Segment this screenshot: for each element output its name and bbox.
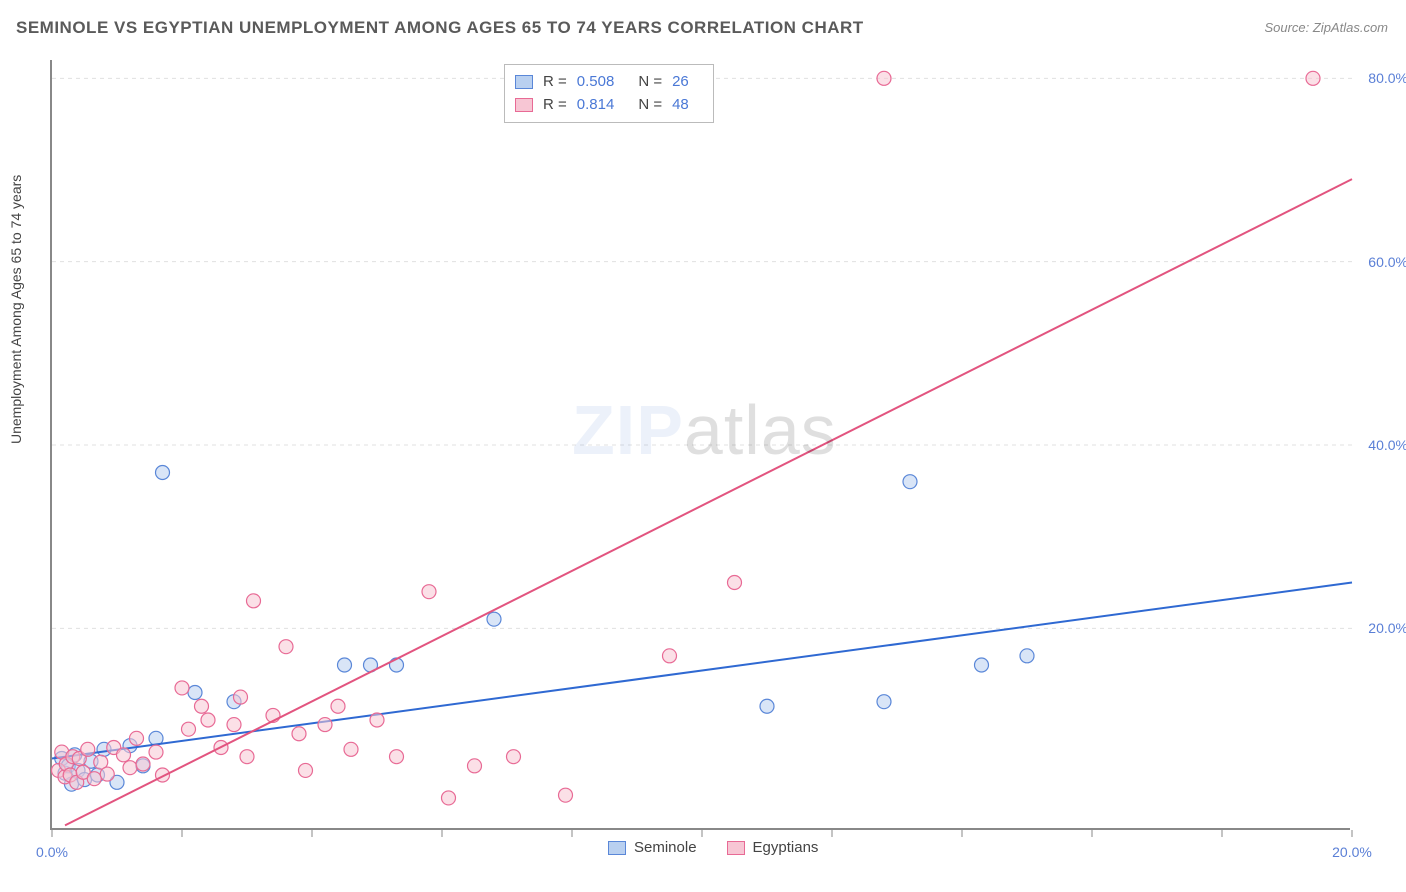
y-tick-label: 80.0% bbox=[1368, 70, 1406, 86]
chart-container: SEMINOLE VS EGYPTIAN UNEMPLOYMENT AMONG … bbox=[0, 0, 1406, 892]
data-point bbox=[117, 748, 131, 762]
r-value: 0.814 bbox=[577, 94, 615, 117]
data-point bbox=[728, 576, 742, 590]
r-value: 0.508 bbox=[577, 71, 615, 94]
y-tick-label: 60.0% bbox=[1368, 254, 1406, 270]
trend-line bbox=[65, 179, 1352, 825]
data-point bbox=[299, 763, 313, 777]
data-point bbox=[247, 594, 261, 608]
stats-row: R = 0.814 N = 48 bbox=[515, 94, 703, 117]
data-point bbox=[877, 695, 891, 709]
data-point bbox=[468, 759, 482, 773]
legend-swatch bbox=[515, 98, 533, 112]
y-axis-label: Unemployment Among Ages 65 to 74 years bbox=[8, 175, 24, 444]
data-point bbox=[182, 722, 196, 736]
n-label: N = bbox=[638, 94, 662, 117]
x-tick-label: 0.0% bbox=[36, 844, 68, 860]
chart-title: SEMINOLE VS EGYPTIAN UNEMPLOYMENT AMONG … bbox=[16, 18, 864, 38]
data-point bbox=[442, 791, 456, 805]
data-point bbox=[100, 767, 114, 781]
plot-area: Unemployment Among Ages 65 to 74 years Z… bbox=[50, 60, 1350, 830]
legend-label: Seminole bbox=[634, 839, 697, 856]
data-point bbox=[130, 731, 144, 745]
y-tick-label: 20.0% bbox=[1368, 620, 1406, 636]
legend-item: Seminole bbox=[608, 839, 697, 856]
data-point bbox=[227, 718, 241, 732]
y-tick-label: 40.0% bbox=[1368, 437, 1406, 453]
data-point bbox=[390, 750, 404, 764]
r-label: R = bbox=[543, 94, 567, 117]
stats-legend-box: R = 0.508 N = 26 R = 0.814 N = 48 bbox=[504, 64, 714, 123]
data-point bbox=[201, 713, 215, 727]
data-point bbox=[760, 699, 774, 713]
r-label: R = bbox=[543, 71, 567, 94]
data-point bbox=[487, 612, 501, 626]
legend-swatch bbox=[608, 841, 626, 855]
legend-swatch bbox=[515, 75, 533, 89]
data-point bbox=[136, 757, 150, 771]
data-point bbox=[422, 585, 436, 599]
data-point bbox=[344, 742, 358, 756]
data-point bbox=[1020, 649, 1034, 663]
data-point bbox=[1306, 71, 1320, 85]
data-point bbox=[123, 761, 137, 775]
data-point bbox=[331, 699, 345, 713]
trend-line bbox=[52, 583, 1352, 759]
data-point bbox=[370, 713, 384, 727]
stats-row: R = 0.508 N = 26 bbox=[515, 71, 703, 94]
data-point bbox=[81, 742, 95, 756]
legend-item: Egyptians bbox=[727, 839, 819, 856]
data-point bbox=[975, 658, 989, 672]
data-point bbox=[279, 640, 293, 654]
data-point bbox=[188, 686, 202, 700]
x-tick-label: 20.0% bbox=[1332, 844, 1372, 860]
data-point bbox=[318, 718, 332, 732]
scatter-svg bbox=[52, 60, 1352, 830]
data-point bbox=[390, 658, 404, 672]
n-label: N = bbox=[638, 71, 662, 94]
legend-label: Egyptians bbox=[753, 839, 819, 856]
data-point bbox=[903, 475, 917, 489]
data-point bbox=[338, 658, 352, 672]
n-value: 26 bbox=[672, 71, 689, 94]
data-point bbox=[240, 750, 254, 764]
data-point bbox=[149, 745, 163, 759]
data-point bbox=[156, 466, 170, 480]
data-point bbox=[663, 649, 677, 663]
data-point bbox=[87, 772, 101, 786]
data-point bbox=[175, 681, 189, 695]
data-point bbox=[292, 727, 306, 741]
legend-swatch bbox=[727, 841, 745, 855]
source-attribution: Source: ZipAtlas.com bbox=[1264, 20, 1388, 35]
data-point bbox=[234, 690, 248, 704]
data-point bbox=[559, 788, 573, 802]
data-point bbox=[877, 71, 891, 85]
data-point bbox=[195, 699, 209, 713]
series-legend: Seminole Egyptians bbox=[608, 839, 818, 856]
n-value: 48 bbox=[672, 94, 689, 117]
data-point bbox=[507, 750, 521, 764]
